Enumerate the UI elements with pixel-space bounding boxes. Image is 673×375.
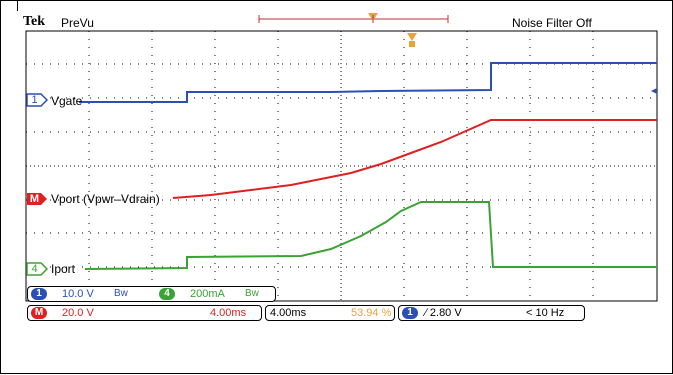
ch1-badge-label: 1	[31, 94, 38, 106]
ch4-label: Iport	[51, 262, 76, 276]
ch1-offset-arrow-icon	[651, 88, 657, 94]
math-timebase: 4.00ms	[210, 307, 247, 319]
graticule-center	[26, 31, 657, 301]
horizontal-status[interactable]: 4.00ms 53.94 %	[265, 305, 395, 321]
math-waveform	[172, 119, 657, 199]
ch4-scale: 200mA	[190, 288, 225, 300]
ch4-waveform	[84, 201, 657, 270]
ch4-bandwidth: Bᴡ	[245, 288, 259, 299]
ch1-badge[interactable]	[26, 93, 49, 107]
ch1-label: Vgate	[51, 94, 83, 108]
ch4-badge[interactable]	[26, 262, 49, 276]
math-label: Vport (Vpwr–Vdrain)	[51, 192, 160, 206]
math-badge[interactable]	[27, 193, 47, 205]
acquisition-mode: PreVu	[61, 16, 94, 30]
ch1-scale: 10.0 V	[62, 288, 94, 300]
trigger-level: ∕ 2.80 V	[425, 307, 462, 319]
trigger-position-icon[interactable]	[407, 33, 417, 41]
timebase-scale: 4.00ms	[270, 307, 307, 319]
noise-filter-status: Noise Filter Off	[512, 16, 592, 30]
vertical-status-ch1-ch4[interactable]: 1 10.0 V Bᴡ 4 200mA Bᴡ	[27, 286, 276, 302]
trigger-position-percent: 53.94 %	[351, 307, 392, 319]
ch1-waveform	[79, 62, 657, 103]
trigger-position-icon-base	[409, 41, 415, 47]
trigger-frequency: < 10 Hz	[526, 307, 565, 319]
ch1-bandwidth: Bᴡ	[114, 288, 128, 299]
ch4-status-badge: 4	[159, 288, 175, 300]
brand-logo: Tek	[23, 14, 46, 29]
math-status-badge: M	[31, 307, 47, 319]
ch1-status-badge: 1	[31, 288, 47, 300]
trigger-status[interactable]: 1 ∕ 2.80 V < 10 Hz	[398, 305, 585, 321]
math-scale: 20.0 V	[62, 307, 94, 319]
record-bar	[258, 13, 449, 23]
math-badge-label: M	[29, 193, 40, 205]
divider	[17, 1, 18, 11]
math-status[interactable]: M 20.0 V 4.00ms	[27, 305, 262, 321]
trigger-source-badge: 1	[402, 307, 418, 319]
ch4-badge-label: 4	[31, 263, 38, 275]
